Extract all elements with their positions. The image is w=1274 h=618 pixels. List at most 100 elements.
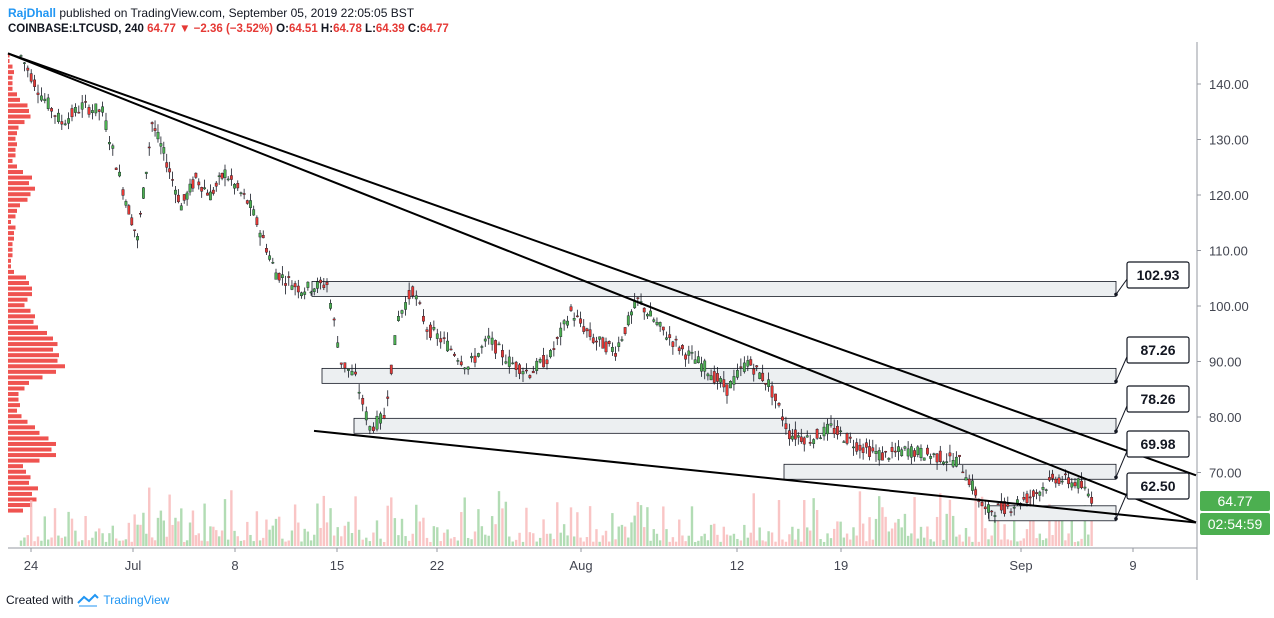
volume-bar <box>545 533 549 546</box>
candle-body <box>755 365 759 368</box>
price-tick-label: 120.00 <box>1209 188 1249 203</box>
volume-bar <box>365 537 368 546</box>
volume-bar <box>923 537 926 546</box>
volume-bar <box>1080 538 1083 546</box>
level-label-box[interactable] <box>1126 385 1190 413</box>
candle-body <box>832 427 836 435</box>
candle-body <box>623 327 627 334</box>
level-label-box[interactable] <box>1126 261 1190 289</box>
candle-body <box>375 415 379 430</box>
volume-bar <box>233 530 236 546</box>
high-value: 64.78 <box>333 23 362 35</box>
candle-body <box>521 371 525 375</box>
candle-body <box>303 291 307 295</box>
candle-body <box>858 444 862 451</box>
publish-header: RajDhall published on TradingView.com, S… <box>8 6 414 20</box>
candle-body <box>620 339 624 341</box>
volume-bar <box>115 538 118 546</box>
author-name[interactable]: RajDhall <box>8 6 57 20</box>
volume-profile-bar <box>8 275 26 280</box>
candle-body <box>156 131 160 140</box>
volume-bar <box>1073 541 1077 546</box>
volume-profile-bar <box>8 175 32 180</box>
volume-bar <box>598 541 601 546</box>
level-label: 78.26 <box>1140 391 1175 407</box>
volume-bar <box>274 518 278 546</box>
volume-bar <box>133 514 136 546</box>
trendline[interactable] <box>7 52 1197 524</box>
volume-bar <box>400 518 404 546</box>
volume-bar <box>926 526 929 546</box>
candle-body <box>277 272 281 281</box>
volume-bar <box>215 530 218 546</box>
candle-body <box>429 324 432 338</box>
volume-bar <box>1000 539 1003 546</box>
candle-body <box>435 333 439 339</box>
volume-profile-bar <box>8 281 29 286</box>
volume-bar <box>900 527 903 546</box>
time-axis[interactable]: 24 Jul 8 15 22 Aug 12 19 Sep 9 <box>24 548 1137 573</box>
volume-bar <box>343 525 347 546</box>
volume-bar <box>145 533 148 546</box>
volume-bar <box>803 500 806 546</box>
volume-profile-bar <box>8 425 35 430</box>
volume-bar <box>242 540 246 546</box>
volume-bar <box>649 540 652 546</box>
candle-body <box>980 502 984 507</box>
trendline[interactable] <box>7 52 1197 477</box>
volume-bar <box>521 541 525 546</box>
level-zone <box>311 281 1117 297</box>
candle-body <box>133 229 137 231</box>
volume-profile-bar <box>8 397 19 402</box>
candle-body <box>306 281 310 288</box>
volume-bar <box>562 524 566 546</box>
volume-bar <box>332 535 336 546</box>
candle-body <box>761 372 765 381</box>
candle-body <box>926 447 929 455</box>
tradingview-link[interactable]: TradingView <box>103 593 170 607</box>
volume-bar <box>993 514 997 546</box>
price-axis[interactable]: 70.00 80.00 90.00 100.00 110.00 120.00 130.00 1… <box>1197 77 1249 481</box>
trendline[interactable] <box>313 429 1197 524</box>
volume-profile-bar <box>8 114 31 119</box>
candle-body <box>249 200 252 208</box>
volume-bar <box>611 513 614 546</box>
volume-bar <box>368 541 372 546</box>
volume-bar <box>770 532 774 546</box>
candle-body <box>361 398 365 405</box>
volume-bar <box>329 508 332 546</box>
candle-body <box>719 378 723 383</box>
candle-body <box>793 429 797 440</box>
candle-body <box>887 457 891 460</box>
candle-body <box>877 450 881 461</box>
candle-body <box>425 329 429 332</box>
volume-profile-bar <box>8 131 17 136</box>
candle-body <box>473 355 477 363</box>
volume-bar <box>623 526 627 546</box>
volume-bar <box>746 537 749 546</box>
volume-bar <box>171 524 174 546</box>
level-label-box[interactable] <box>1126 430 1190 458</box>
volume-bar <box>935 516 939 546</box>
level-zone <box>783 463 1117 480</box>
level-label-box[interactable] <box>1126 336 1190 364</box>
volume-bar <box>990 535 993 546</box>
candle-body <box>268 255 272 260</box>
volume-profile-bar <box>8 408 17 413</box>
candle-body <box>463 367 467 370</box>
volume-bar <box>681 535 684 546</box>
volume-bar <box>788 534 791 546</box>
volume-bar <box>200 540 203 546</box>
volume-profile-bar <box>8 386 25 391</box>
candle-body <box>319 279 323 284</box>
candle-body <box>19 55 23 57</box>
level-label-box[interactable] <box>1126 472 1190 500</box>
volume-bar <box>477 509 480 546</box>
candle-body <box>1022 497 1026 500</box>
volume-bar <box>81 540 84 546</box>
candle-body <box>280 274 284 278</box>
candle-body <box>552 348 556 350</box>
volume-bar <box>185 540 189 546</box>
candle-body <box>993 515 997 517</box>
